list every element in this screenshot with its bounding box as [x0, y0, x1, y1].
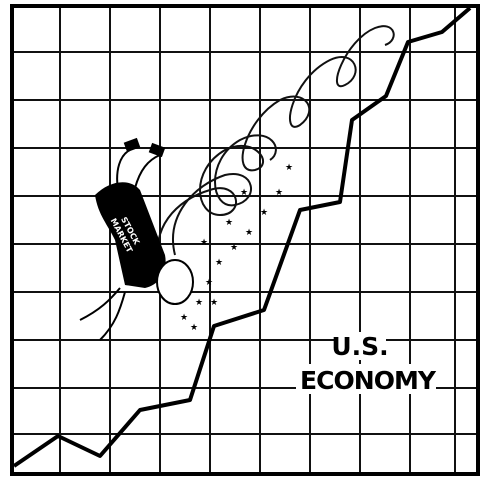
svg-text:★: ★: [225, 218, 233, 228]
svg-text:★: ★: [210, 298, 218, 308]
svg-text:★: ★: [195, 298, 203, 308]
svg-text:★: ★: [190, 323, 198, 333]
svg-text:★: ★: [285, 163, 293, 173]
caption-line2: ECONOMY: [300, 366, 437, 395]
svg-text:★: ★: [205, 278, 213, 288]
svg-text:★: ★: [215, 258, 223, 268]
svg-text:★: ★: [200, 238, 208, 248]
background: [0, 0, 488, 482]
cartoon: ★★ ★★ ★★ ★★ ★★ ★★ ★★ STOCK MARKET U.S. E…: [0, 0, 488, 482]
svg-text:★: ★: [275, 188, 283, 198]
svg-text:★: ★: [180, 313, 188, 323]
caption-line1: U.S.: [331, 332, 388, 361]
svg-text:★: ★: [240, 188, 248, 198]
svg-text:★: ★: [230, 243, 238, 253]
svg-text:★: ★: [260, 208, 268, 218]
svg-text:★: ★: [245, 228, 253, 238]
page: ★★ ★★ ★★ ★★ ★★ ★★ ★★ STOCK MARKET U.S. E…: [0, 0, 488, 482]
